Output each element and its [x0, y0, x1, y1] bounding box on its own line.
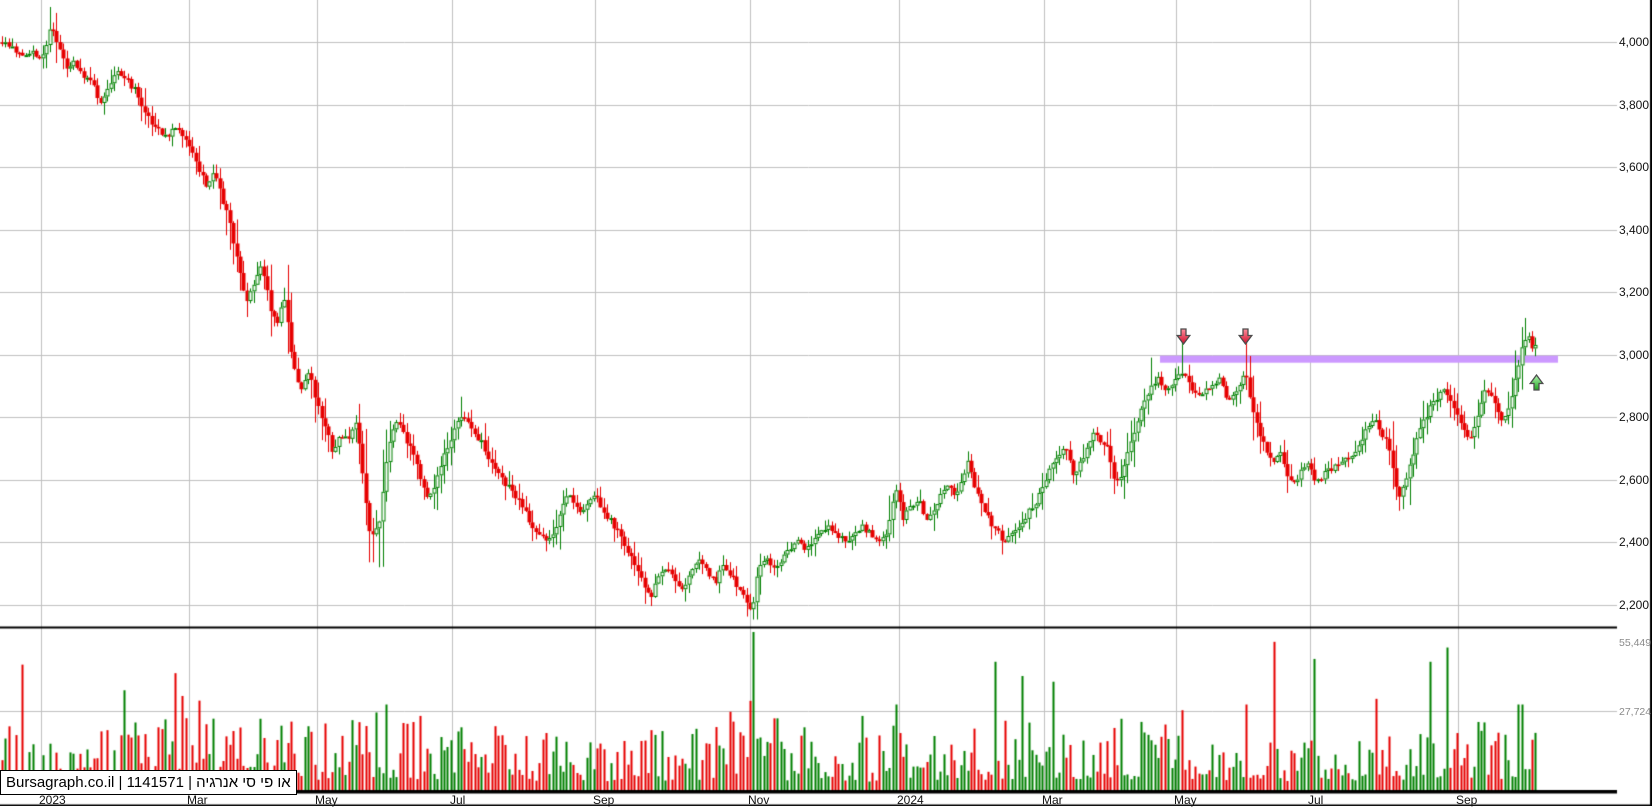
candlestick-chart-canvas	[0, 0, 1652, 806]
bursagraph-stock-chart: Bursagraph.co.il | 1141571 | או פי סי אנ…	[0, 0, 1652, 806]
